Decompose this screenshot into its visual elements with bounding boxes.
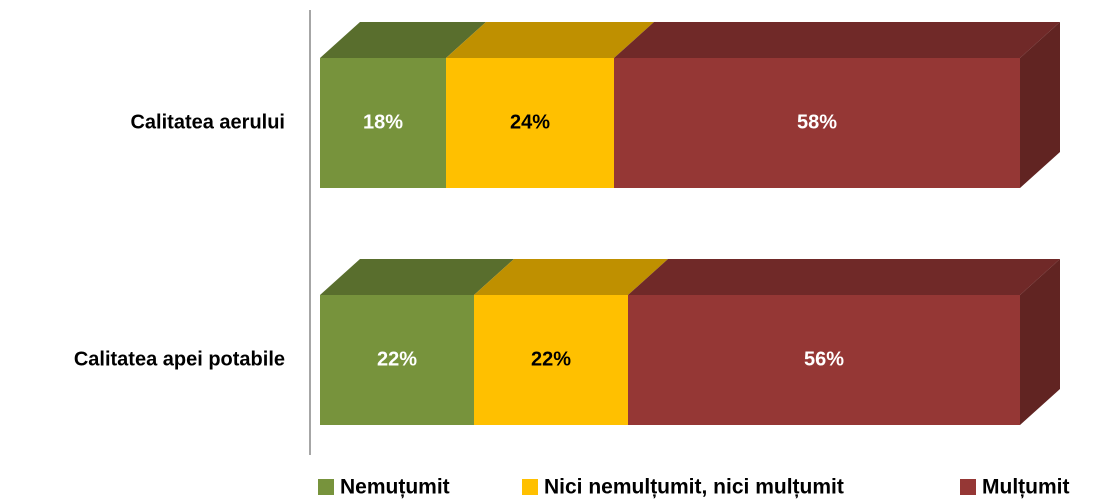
y-tick-label: Calitatea aerului bbox=[130, 111, 285, 133]
bar-top bbox=[320, 22, 486, 58]
legend-swatch bbox=[522, 479, 538, 495]
legend-label: Nemuțumit bbox=[340, 476, 450, 499]
data-label: 22% bbox=[531, 348, 571, 370]
bar-top bbox=[614, 22, 1060, 58]
data-label: 58% bbox=[797, 111, 837, 133]
y-tick-label: Calitatea apei potabile bbox=[74, 348, 285, 370]
bar bbox=[320, 295, 474, 425]
bar bbox=[446, 58, 614, 188]
bar-top bbox=[628, 259, 1060, 295]
bar-top bbox=[446, 22, 654, 58]
data-label: 18% bbox=[363, 111, 403, 133]
bar bbox=[320, 58, 446, 188]
legend-swatch bbox=[318, 479, 334, 495]
bar-top bbox=[474, 259, 668, 295]
legend-label: Nici nemulțumit, nici mulțumit bbox=[544, 476, 844, 499]
legend-label: Mulțumit bbox=[982, 476, 1069, 499]
bar-top bbox=[320, 259, 514, 295]
bar-side bbox=[1020, 259, 1060, 425]
bar bbox=[474, 295, 628, 425]
data-label: 24% bbox=[510, 111, 550, 133]
bar-side bbox=[1020, 22, 1060, 188]
bar bbox=[614, 58, 1020, 188]
legend-swatch bbox=[960, 479, 976, 495]
data-label: 56% bbox=[804, 348, 844, 370]
data-label: 22% bbox=[377, 348, 417, 370]
bar bbox=[628, 295, 1020, 425]
